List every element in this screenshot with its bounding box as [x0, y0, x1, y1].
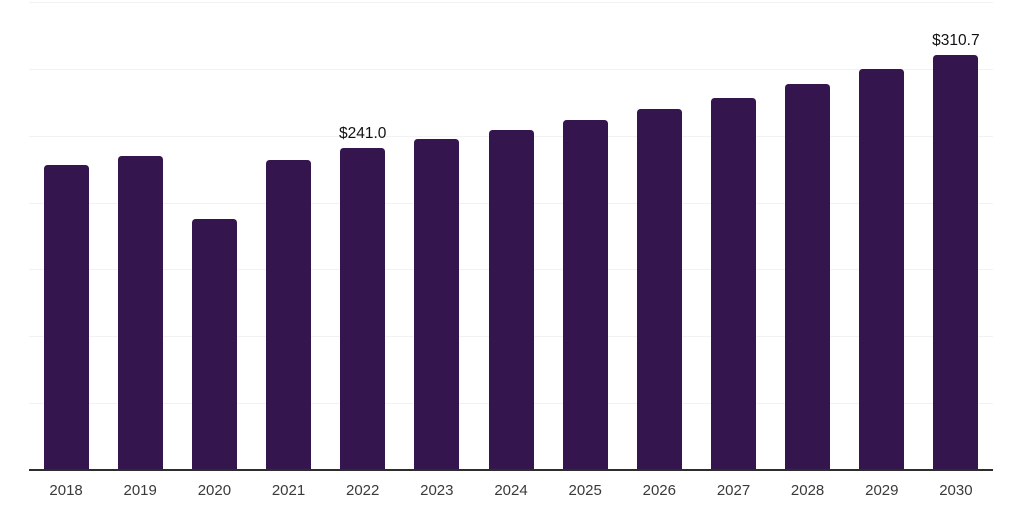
gridline [29, 68, 993, 70]
x-tick-2021: 2021 [271, 482, 306, 499]
bar-2028 [785, 84, 831, 470]
bar-2023 [414, 138, 460, 470]
bar-2024 [488, 130, 534, 470]
x-tick-2030: 2030 [939, 482, 973, 499]
bar-2029 [859, 68, 905, 470]
bar-2020 [191, 219, 237, 470]
bar-2027 [711, 97, 756, 470]
x-tick-2027: 2027 [716, 482, 751, 499]
data-label-2030: $310.7 [932, 31, 980, 49]
x-tick-2024: 2024 [494, 482, 528, 499]
x-tick-2022: 2022 [346, 482, 380, 499]
bar-2022 [340, 147, 386, 470]
x-tick-2018: 2018 [49, 482, 83, 499]
x-tick-2025: 2025 [568, 482, 602, 499]
x-tick-2020: 2020 [197, 482, 232, 499]
x-tick-2028: 2028 [790, 482, 825, 499]
x-tick-2029: 2029 [865, 482, 899, 499]
bar-2019 [117, 155, 163, 470]
gridline [29, 2, 993, 3]
bar-2025 [562, 119, 608, 470]
x-tick-2019: 2019 [123, 482, 157, 499]
x-axis-line [29, 469, 993, 471]
x-tick-2023: 2023 [420, 482, 454, 499]
bar-2018 [43, 164, 89, 470]
bar-2026 [636, 109, 682, 470]
x-tick-2026: 2026 [642, 482, 676, 499]
data-label-2022: $241.0 [338, 124, 387, 142]
bar-2030 [933, 54, 979, 470]
bar-2021 [266, 160, 311, 470]
